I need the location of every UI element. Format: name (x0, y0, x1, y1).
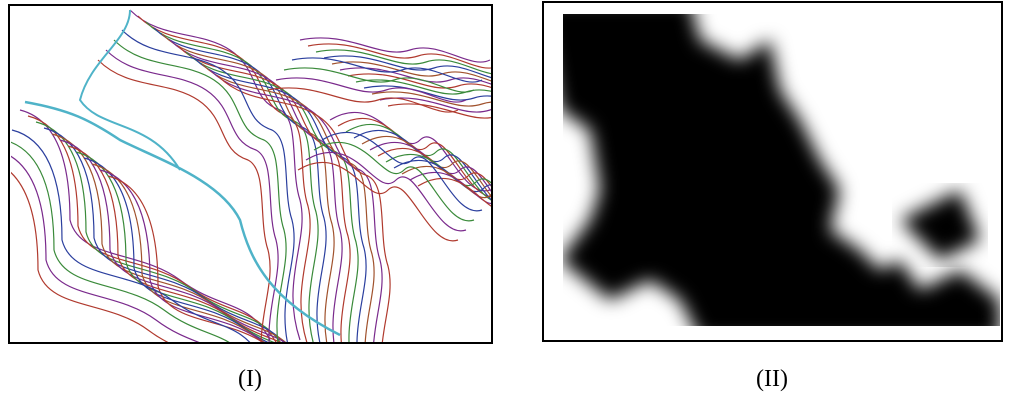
panel-label: (II) (712, 366, 832, 393)
panel-label: (I) (190, 366, 310, 393)
dem-image (540, 0, 1000, 340)
figure: (I) (II) (0, 0, 1012, 404)
figure-images (0, 0, 1012, 404)
